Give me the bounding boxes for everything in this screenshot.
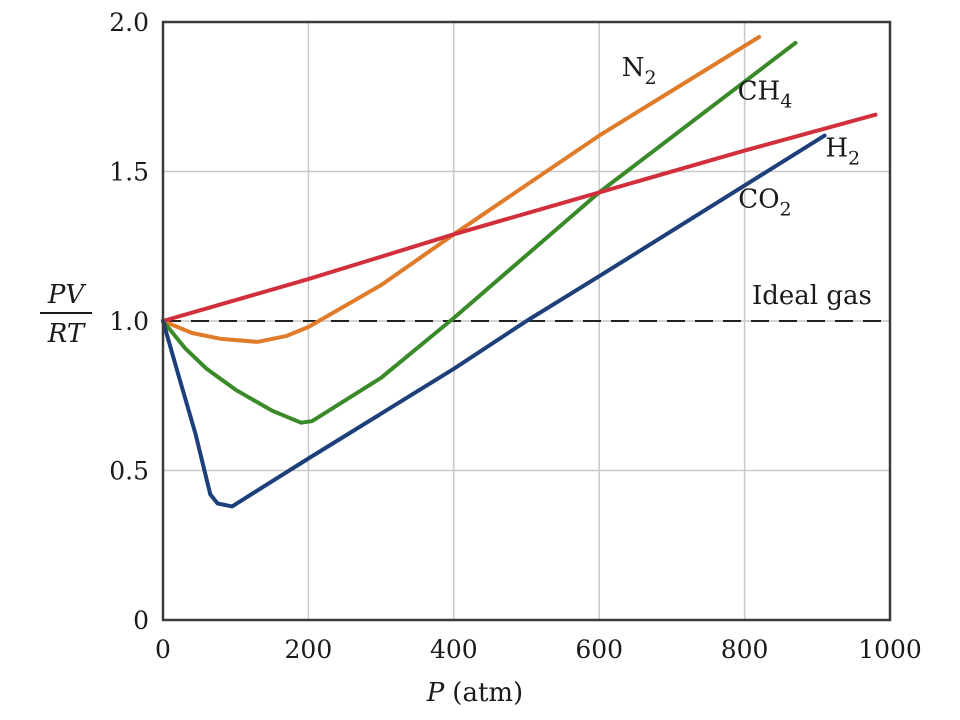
series-h2-line [161,112,878,323]
y-axis-title-denominator: RT [47,319,86,349]
y-tick-label: 1.0 [109,307,149,336]
y-tick-label: 0 [133,606,149,635]
series-label: H2 [825,134,860,170]
x-tick-label: 400 [430,635,478,664]
series-label: CO2 [738,184,791,220]
series-n2-line [161,35,762,344]
x-tick-label: 200 [285,635,333,664]
tick-labels: 0 200 400 600 800 1000 0 0.5 1.0 1.5 2.0 [109,8,922,664]
x-tick-label: 1000 [858,635,922,664]
x-axis-title: P (atm) [426,678,523,708]
y-tick-label: 0.5 [109,457,149,486]
x-tick-label: 800 [721,635,769,664]
series-ch4-line [161,40,798,425]
y-axis-title-numerator: PV [47,280,86,310]
series-label: N2 [622,53,657,89]
x-tick-label: 0 [155,635,171,664]
series-layer [161,35,878,509]
series-label: CH4 [738,77,793,113]
y-tick-label: 1.5 [109,158,149,187]
series-co2-line [161,133,827,509]
plot-frame [161,20,892,622]
y-tick-label: 2.0 [109,8,149,37]
ideal-gas-label: Ideal gas [752,281,872,311]
x-tick-label: 600 [575,635,623,664]
reference-layer: Ideal gas [163,281,890,322]
y-axis-title: PV RT [40,280,92,349]
series-labels: N2 CH4 H2 CO2 [622,53,860,221]
